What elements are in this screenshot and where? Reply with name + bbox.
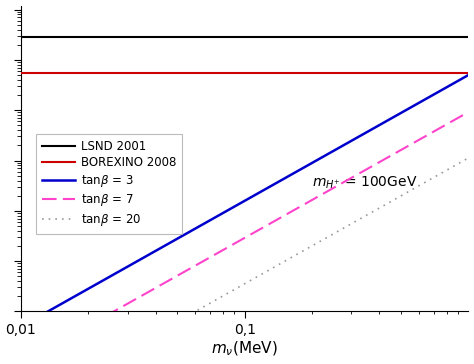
X-axis label: $m_{\nu}$(MeV): $m_{\nu}$(MeV)	[211, 340, 278, 359]
Legend: LSND 2001, BOREXINO 2008, tan$\beta$ = 3, tan$\beta$ = 7, tan$\beta$ = 20: LSND 2001, BOREXINO 2008, tan$\beta$ = 3…	[36, 134, 182, 234]
Text: $m_{H^{+}}$ = 100GeV: $m_{H^{+}}$ = 100GeV	[312, 175, 418, 191]
